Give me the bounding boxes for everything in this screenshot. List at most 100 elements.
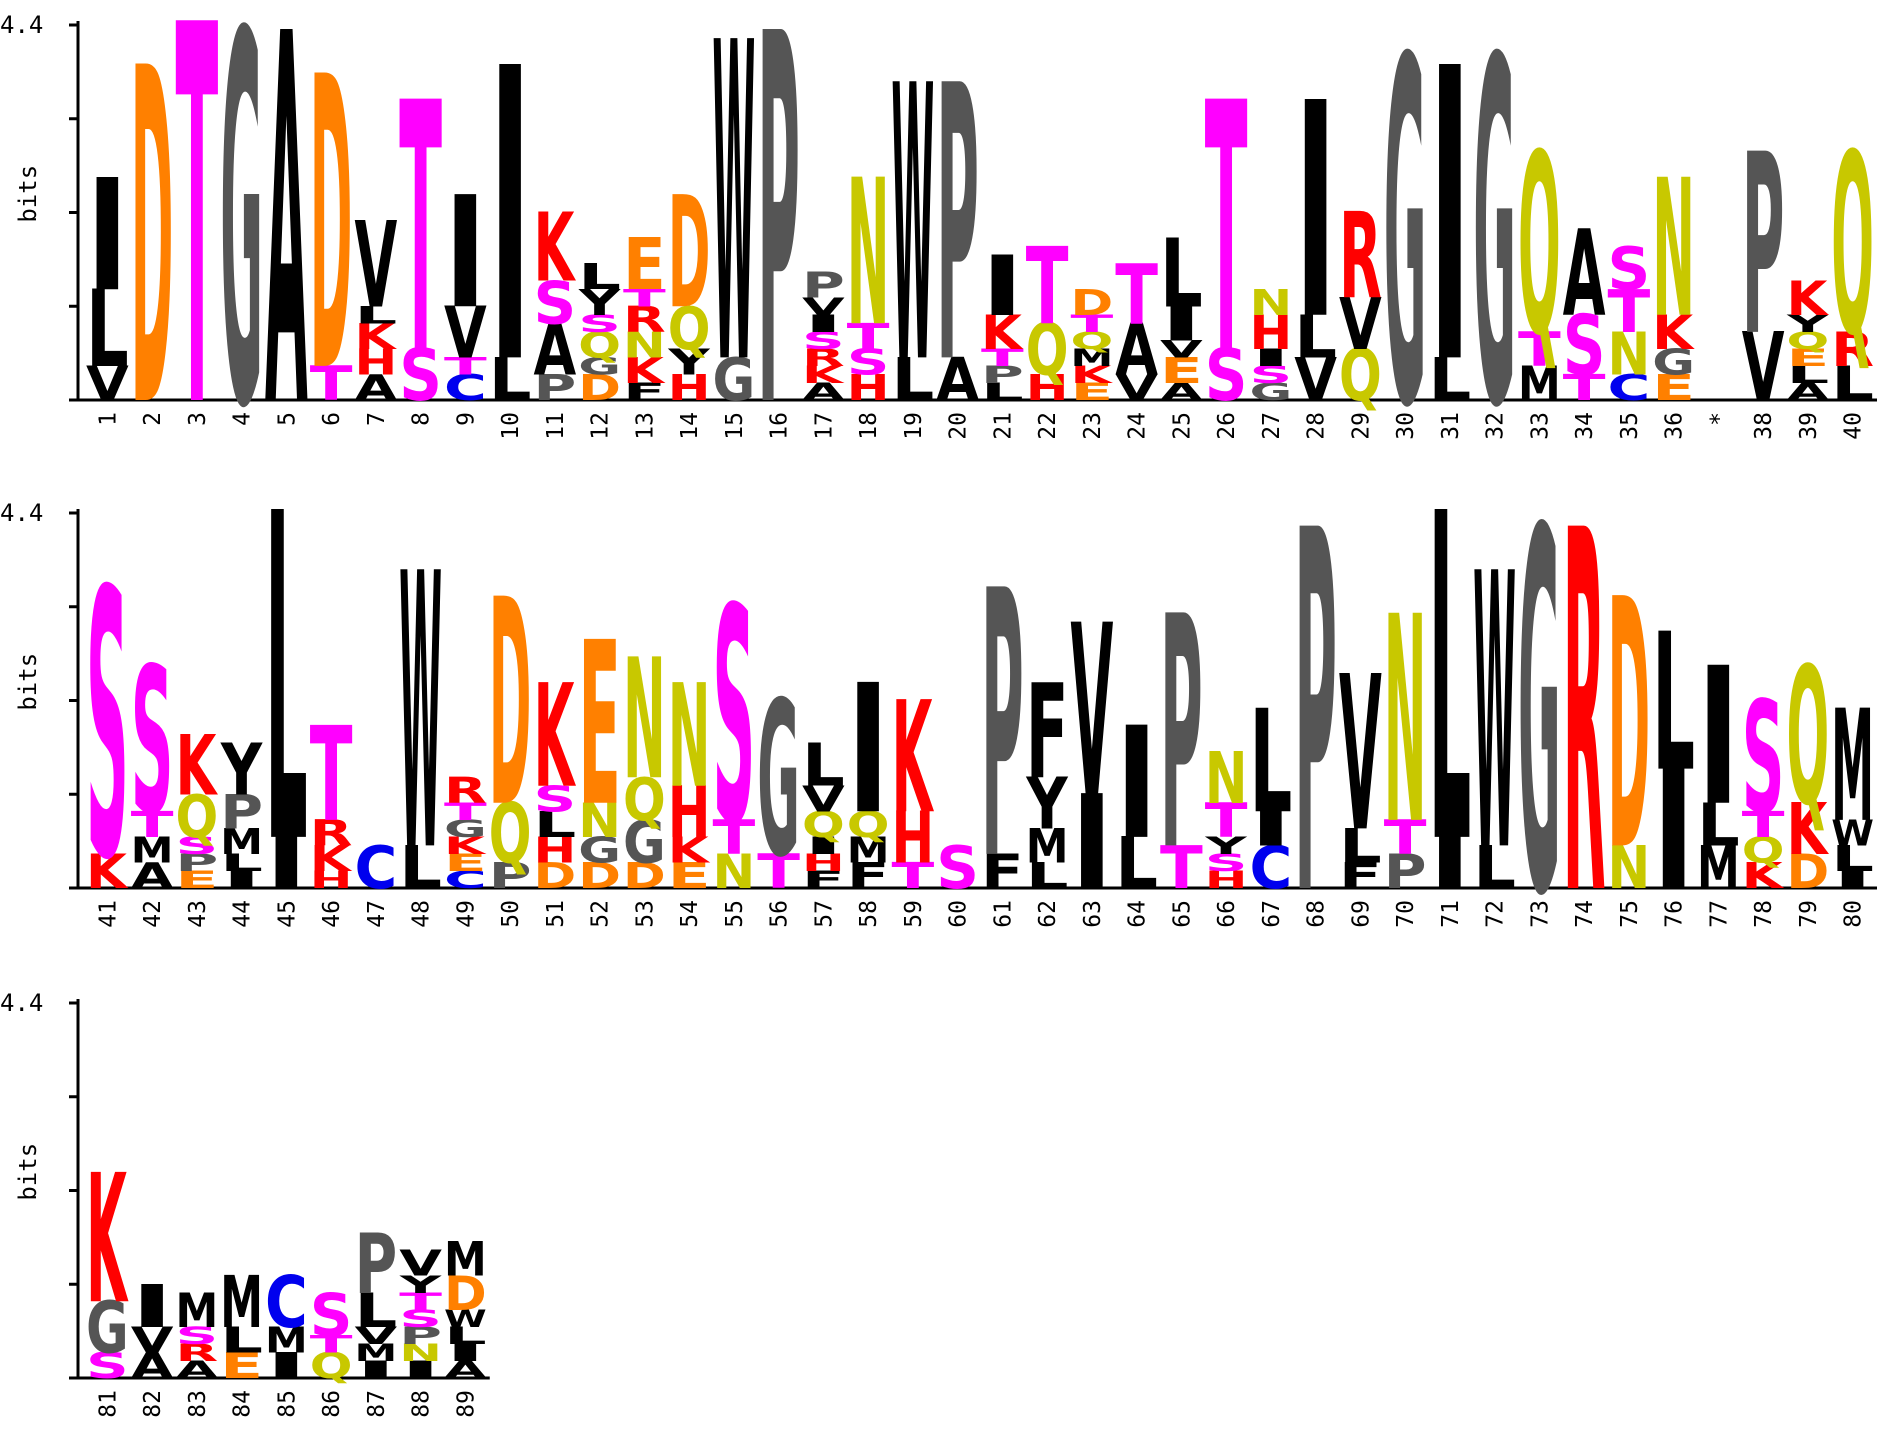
position-label: 29 — [1348, 412, 1374, 440]
logo-letter-L: L — [355, 1283, 398, 1338]
position-label: 19 — [901, 412, 927, 440]
logo-letter-I: I — [802, 310, 845, 338]
logo-letter-T: T — [1563, 368, 1606, 409]
logo-column: VLI — [86, 148, 129, 412]
logo-letter-F: F — [847, 855, 890, 896]
position-label: 64 — [1125, 900, 1151, 928]
logo-letter-T: T — [1071, 310, 1115, 337]
logo-column: C — [355, 834, 398, 903]
position-label: 57 — [811, 900, 837, 928]
logo-column: TD — [310, 0, 353, 461]
logo-column: G — [220, 0, 263, 521]
logo-letter-E: E — [176, 866, 219, 894]
logo-letter-R: R — [802, 344, 845, 372]
logo-letter-M: M — [265, 1320, 308, 1361]
logo-letter-A: A — [936, 346, 979, 414]
y-axis-label: bits — [14, 1143, 42, 1201]
logo-letter-I: I — [265, 1345, 308, 1386]
position-label: 67 — [1259, 900, 1285, 928]
logo-letter-Q: Q — [802, 805, 845, 846]
position-label: 61 — [990, 900, 1016, 928]
logo-letter-S: S — [578, 310, 621, 338]
logo-letter-I: I — [847, 647, 890, 854]
logo-letter-V: V — [1339, 284, 1382, 367]
logo-letter-T: T — [399, 1288, 443, 1315]
logo-letter-T: T — [444, 353, 488, 380]
logo-column: LW — [1473, 495, 1516, 935]
logo-letter-M: M — [444, 1232, 487, 1288]
position-label: 40 — [1841, 412, 1867, 440]
logo-column: A — [265, 0, 308, 521]
logo-letter-F: F — [1339, 855, 1382, 896]
position-label: 51 — [543, 900, 569, 928]
logo-letter-L: L — [534, 804, 577, 846]
logo-letter-Q: Q — [623, 765, 666, 834]
logo-letter-D: D — [131, 0, 174, 510]
logo-letter-K: K — [1071, 361, 1114, 389]
logo-letter-N: N — [1652, 139, 1695, 360]
logo-letter-P: P — [757, 0, 800, 521]
logo-letter-T: T — [444, 798, 488, 825]
logo-letter-Q: Q — [176, 782, 219, 851]
position-label: 50 — [498, 900, 524, 928]
position-label: 85 — [274, 1390, 300, 1418]
logo-letter-T: T — [176, 0, 219, 524]
logo-letter-I: I — [802, 832, 845, 860]
logo-panel-3: 4.4bits81SGK82AVI83ARSM84ELM85IMC86QTS87… — [0, 989, 490, 1418]
logo-letter-W: W — [892, 7, 935, 447]
logo-letter-L: L — [1026, 855, 1069, 897]
position-label: 36 — [1662, 412, 1688, 440]
logo-letter-K: K — [1652, 304, 1695, 360]
logo-letter-L: L — [1339, 818, 1382, 873]
logo-letter-Y: Y — [399, 1271, 443, 1299]
logo-letter-T: T — [1518, 322, 1561, 377]
logo-letter-A: A — [176, 1357, 219, 1384]
logo-letter-L: L — [489, 345, 532, 414]
position-label: 48 — [409, 900, 435, 928]
logo-letter-T: T — [981, 344, 1025, 371]
position-label: 30 — [1393, 412, 1419, 440]
position-label: 43 — [185, 900, 211, 928]
logo-letter-P: P — [1160, 550, 1203, 921]
logo-letter-A: A — [1160, 379, 1203, 406]
position-label: 44 — [230, 900, 256, 928]
logo-letter-Q: Q — [1742, 831, 1785, 872]
position-label: 83 — [185, 1390, 211, 1418]
logo-letter-T: T — [847, 317, 890, 358]
logo-letter-M: M — [220, 1262, 263, 1344]
position-label: 25 — [1169, 412, 1195, 440]
logo-letter-D: D — [623, 856, 666, 897]
position-label: 56 — [767, 900, 793, 928]
logo-letter-H: H — [1250, 305, 1293, 361]
logo-letter-M: M — [176, 1283, 219, 1339]
logo-letter-V: V — [1160, 336, 1203, 363]
logo-letter-V: V — [1071, 574, 1114, 851]
logo-letter-I: I — [1160, 296, 1203, 352]
logo-letter-D: D — [668, 164, 711, 344]
logo-letter-S: S — [1742, 669, 1785, 848]
position-label: 33 — [1527, 412, 1553, 440]
logo-letter-G: G — [623, 808, 666, 877]
logo-letter-T: T — [1205, 793, 1248, 848]
logo-letter-A: A — [131, 1345, 174, 1386]
logo-letter-S: S — [802, 327, 845, 355]
logo-letter-L: L — [1787, 361, 1830, 389]
logo-letter-L: L — [1429, 420, 1472, 943]
logo-letter-A: A — [534, 310, 577, 393]
position-label: 18 — [856, 412, 882, 440]
logo-letter-E: E — [1071, 378, 1114, 406]
logo-letter-I: I — [86, 148, 129, 327]
logo-letter-R: R — [1563, 428, 1606, 1006]
logo-letter-T: T — [1115, 248, 1158, 344]
logo-letter-L: L — [444, 1322, 487, 1350]
